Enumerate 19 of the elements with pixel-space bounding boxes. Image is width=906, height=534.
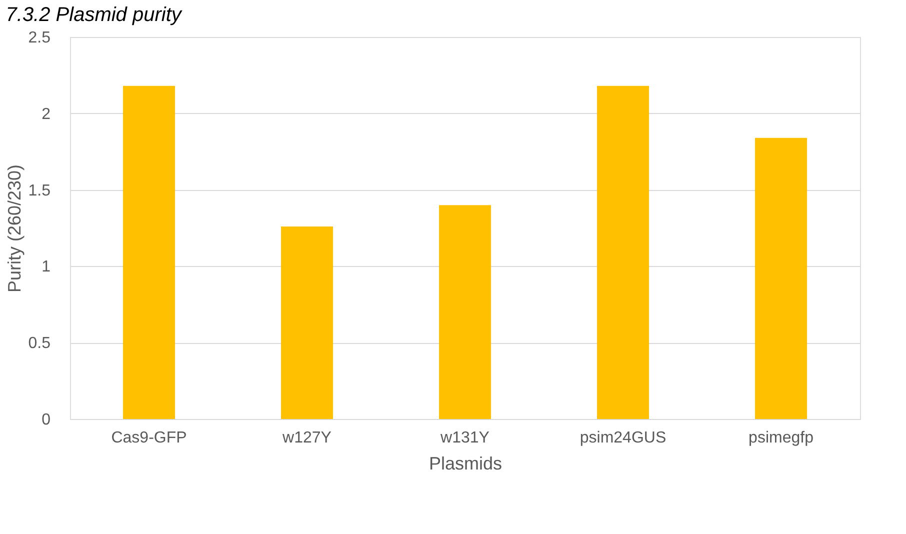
bar xyxy=(597,86,649,419)
y-tick-label: 0.5 xyxy=(28,335,51,352)
y-tick-label: 1 xyxy=(42,258,51,276)
x-tick-label: Cas9-GFP xyxy=(111,430,187,446)
chart-title: 7.3.2 Plasmid purity xyxy=(6,4,182,26)
bar xyxy=(439,205,491,419)
y-axis-title: Purity (260/230) xyxy=(4,164,24,293)
y-tick-label: 2.5 xyxy=(28,30,51,46)
y-tick-label: 0 xyxy=(42,412,51,428)
y-tick-label: 2 xyxy=(42,106,51,123)
y-tick-label: 1.5 xyxy=(28,182,51,200)
x-axis-title: Plasmids xyxy=(428,454,502,474)
x-tick-label: psimegfp xyxy=(748,430,814,446)
x-tick-label: w131Y xyxy=(440,430,490,446)
x-tick-label: w127Y xyxy=(282,430,332,446)
bar xyxy=(755,138,807,419)
bar xyxy=(281,226,333,419)
bar xyxy=(123,86,175,419)
x-tick-label: psim24GUS xyxy=(580,430,666,446)
